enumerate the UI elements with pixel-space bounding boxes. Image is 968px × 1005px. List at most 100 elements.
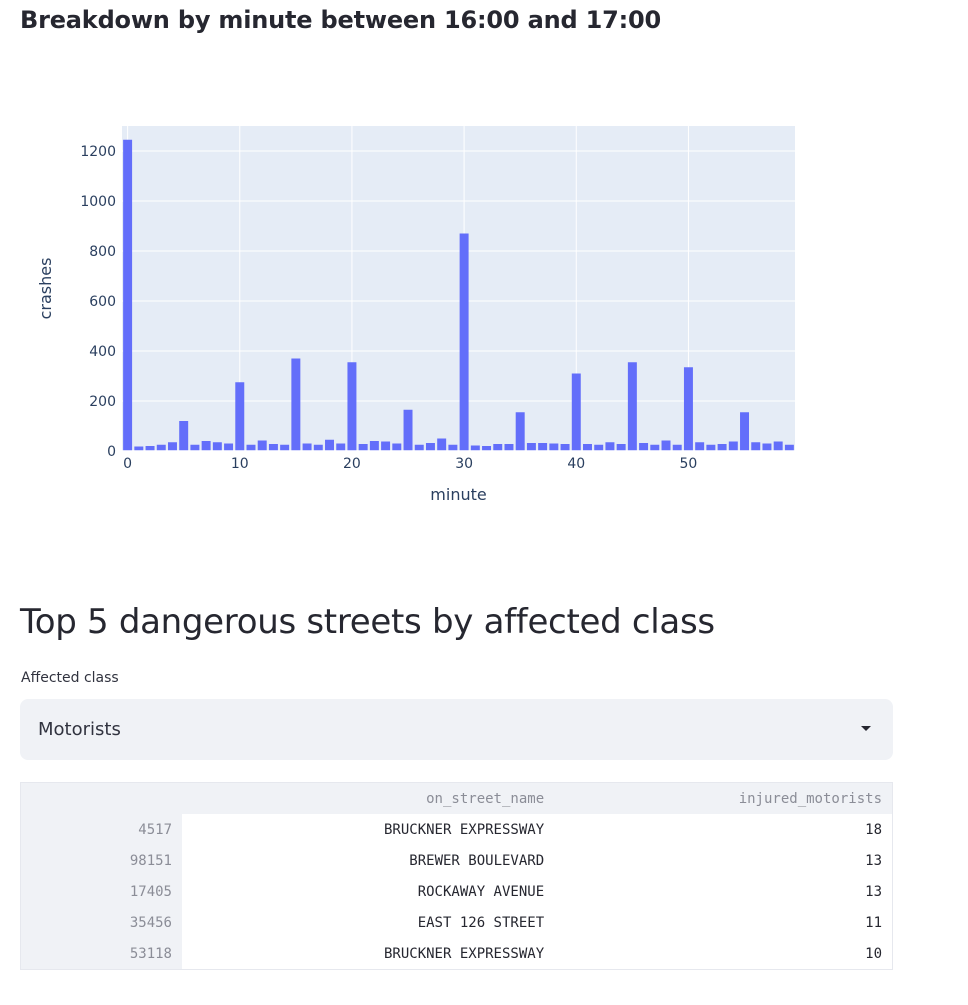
bar[interactable] (369, 441, 379, 451)
bar[interactable] (504, 444, 514, 451)
bar[interactable] (179, 421, 189, 451)
bar[interactable] (493, 444, 503, 451)
bar[interactable] (515, 412, 525, 451)
bar[interactable] (728, 441, 738, 452)
street-cell: BRUCKNER EXPRESSWAY (182, 814, 555, 845)
bar[interactable] (212, 442, 222, 451)
table-row[interactable]: 35456 EAST 126 STREET 11 (20, 907, 893, 938)
bar[interactable] (156, 444, 166, 451)
row-index: 53118 (20, 938, 182, 970)
bar[interactable] (482, 446, 492, 451)
row-index: 98151 (20, 845, 182, 876)
affected-class-value: Motorists (38, 719, 121, 740)
street-cell: BREWER BOULEVARD (182, 845, 555, 876)
table-row[interactable]: 17405 ROCKAWAY AVENUE 13 (20, 876, 893, 907)
bar[interactable] (470, 445, 480, 452)
bar[interactable] (167, 442, 177, 451)
bar[interactable] (616, 444, 626, 451)
bar[interactable] (302, 443, 312, 452)
bar[interactable] (661, 440, 671, 452)
bar[interactable] (695, 442, 705, 451)
bar[interactable] (134, 446, 144, 452)
dangerous-streets-table[interactable]: on_street_name injured_motorists 4517 BR… (20, 782, 893, 970)
bar[interactable] (392, 443, 402, 452)
bar[interactable] (706, 444, 716, 451)
bar[interactable] (459, 233, 469, 452)
bar[interactable] (381, 441, 391, 452)
bar[interactable] (773, 441, 783, 452)
x-tick-label: 40 (567, 456, 585, 472)
table-row[interactable]: 4517 BRUCKNER EXPRESSWAY 18 (20, 814, 893, 845)
bar[interactable] (235, 382, 245, 451)
y-axis-label: crashes (36, 258, 55, 320)
bar[interactable] (201, 441, 211, 451)
bar[interactable] (605, 442, 615, 451)
plot-background (122, 126, 795, 451)
bar[interactable] (583, 444, 592, 451)
column-header-injured-motorists[interactable]: injured_motorists (554, 782, 893, 814)
value-cell: 11 (554, 907, 893, 938)
bar[interactable] (549, 443, 559, 452)
bar[interactable] (257, 440, 267, 452)
bar[interactable] (224, 443, 234, 452)
chart-svg: 0 200 400 600 800 1000 1200 0 10 20 30 40 50 minute cr… (36, 126, 795, 504)
bar[interactable] (291, 358, 301, 452)
affected-class-select[interactable]: Motorists (20, 699, 893, 760)
value-cell: 13 (554, 845, 893, 876)
bar[interactable] (280, 444, 290, 451)
bar[interactable] (560, 444, 570, 451)
bar[interactable] (414, 444, 424, 451)
bar[interactable] (751, 442, 761, 451)
bar[interactable] (437, 438, 447, 452)
bar[interactable] (325, 439, 334, 451)
bar[interactable] (672, 444, 682, 451)
bar[interactable] (526, 443, 536, 451)
bar[interactable] (190, 444, 200, 451)
bar[interactable] (683, 367, 693, 451)
bar[interactable] (246, 444, 256, 451)
y-tick-label: 400 (89, 344, 116, 360)
bar[interactable] (145, 446, 155, 451)
value-cell: 10 (554, 938, 893, 970)
x-tick-label: 30 (455, 456, 473, 472)
x-axis-label: minute (430, 485, 486, 504)
y-tick-label: 1200 (80, 144, 116, 160)
row-index: 4517 (20, 814, 182, 845)
y-tick-label: 800 (89, 244, 116, 260)
chevron-down-icon (861, 726, 871, 731)
row-index: 17405 (20, 876, 182, 907)
x-tick-label: 20 (343, 456, 361, 472)
table-row[interactable]: 53118 BRUCKNER EXPRESSWAY 10 (20, 938, 893, 970)
street-cell: EAST 126 STREET (182, 907, 555, 938)
bar[interactable] (403, 409, 413, 451)
bar[interactable] (123, 139, 133, 451)
bar[interactable] (336, 443, 346, 452)
x-tick-label: 50 (680, 456, 698, 472)
street-cell: ROCKAWAY AVENUE (182, 876, 555, 907)
bar[interactable] (268, 444, 278, 451)
bar[interactable] (448, 444, 458, 451)
row-index: 35456 (20, 907, 182, 938)
bar[interactable] (594, 444, 604, 451)
bar[interactable] (538, 443, 548, 451)
x-tick-label: 10 (231, 456, 249, 472)
bar[interactable] (347, 362, 357, 451)
table-row[interactable]: 98151 BREWER BOULEVARD 13 (20, 845, 893, 876)
y-tick-label: 1000 (80, 194, 116, 210)
bar[interactable] (762, 443, 772, 452)
column-header-on-street-name[interactable]: on_street_name (182, 782, 555, 814)
bar[interactable] (717, 444, 727, 451)
bar[interactable] (571, 373, 581, 452)
crashes-by-minute-chart[interactable]: 0 200 400 600 800 1000 1200 0 10 20 30 40 50 minute cr… (20, 70, 810, 540)
bar[interactable] (740, 412, 750, 451)
bar[interactable] (425, 443, 435, 451)
bar[interactable] (784, 444, 794, 451)
bar[interactable] (639, 443, 649, 451)
bar[interactable] (358, 444, 368, 451)
index-header (20, 782, 182, 814)
bar[interactable] (313, 444, 323, 451)
bar[interactable] (627, 362, 637, 451)
y-tick-label: 200 (89, 394, 116, 410)
bar[interactable] (650, 444, 660, 451)
street-cell: BRUCKNER EXPRESSWAY (182, 938, 555, 970)
